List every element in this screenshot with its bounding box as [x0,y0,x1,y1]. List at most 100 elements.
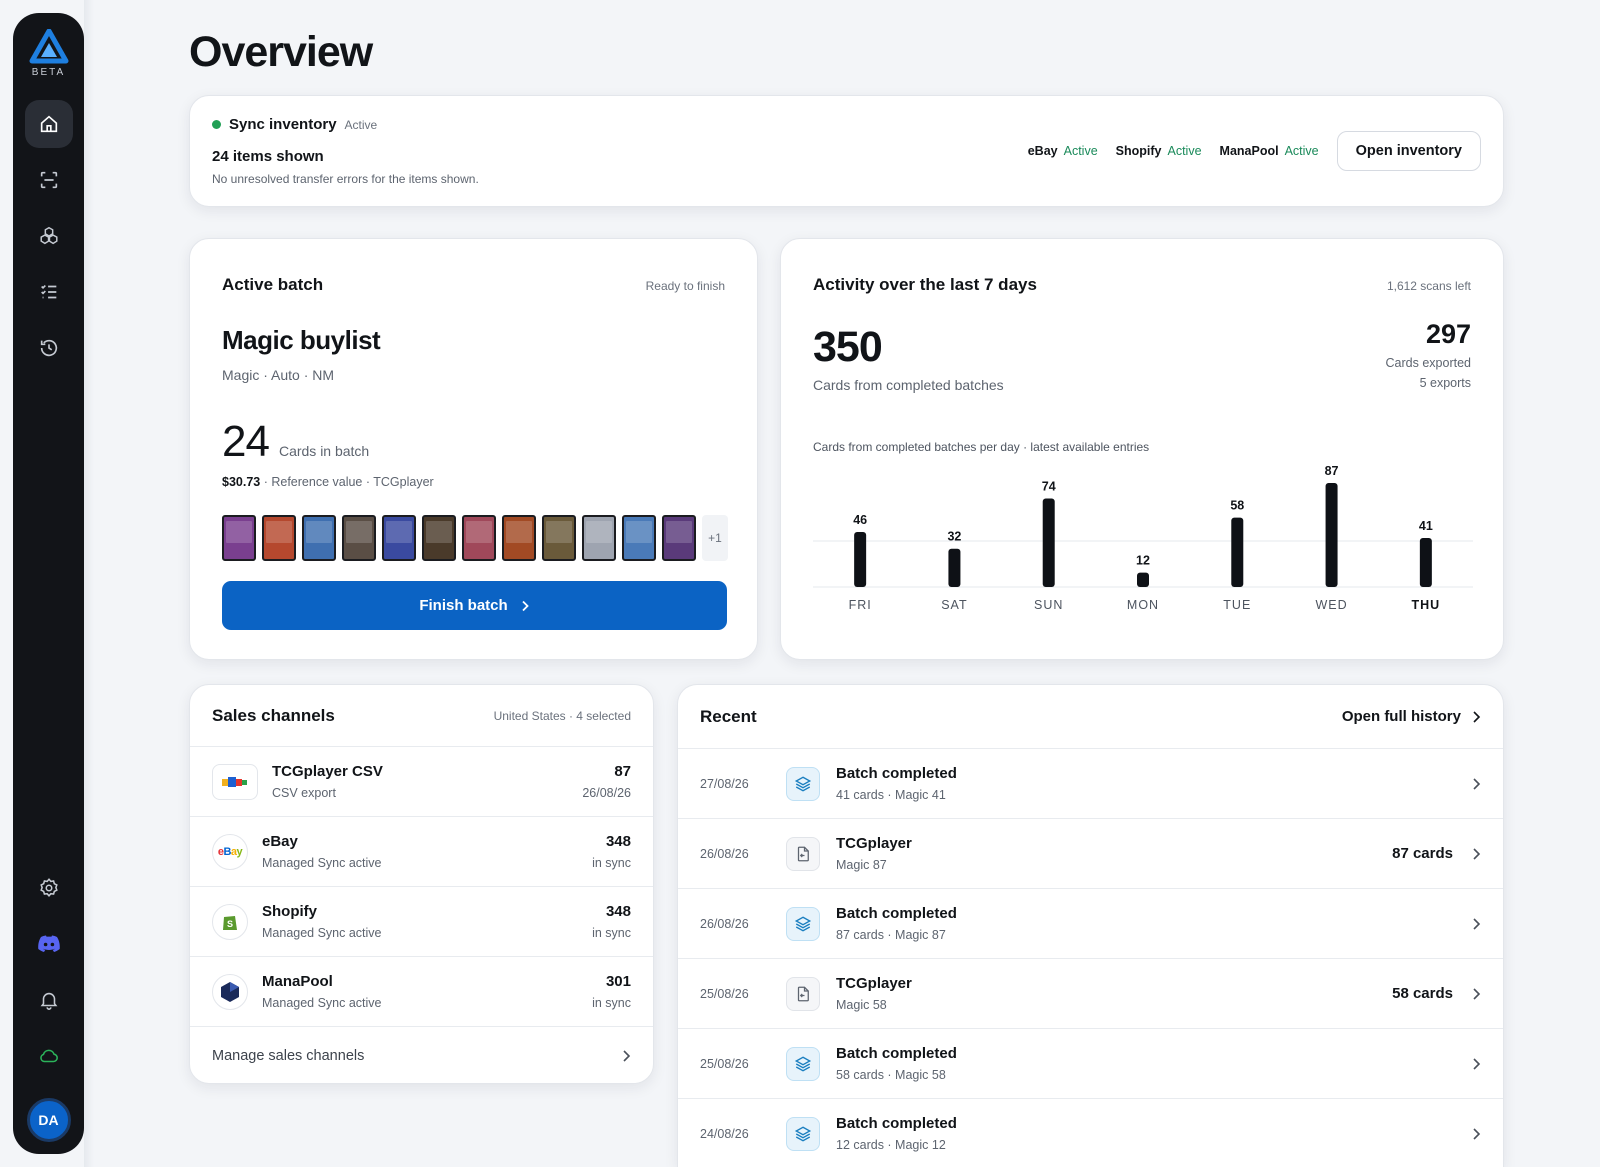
sync-item-count: 24 items shown [212,148,324,165]
card-thumbnail[interactable] [222,515,256,561]
finish-batch-button[interactable]: Finish batch [222,581,727,630]
x-tick-label: SAT [941,598,967,612]
bar-value-label: 87 [1325,465,1339,478]
recent-row[interactable]: 25/08/26 TCGplayer Magic 58 58 cards [678,959,1503,1029]
card-thumbnail[interactable] [302,515,336,561]
channel-name: TCGplayer CSV [272,763,383,780]
batch-status: Ready to finish [645,279,725,293]
nav-tasks[interactable] [25,268,73,316]
recent-title: Batch completed [836,1115,957,1132]
x-tick-label: THU [1412,598,1441,612]
nav-notifications[interactable] [25,976,73,1024]
recent-row[interactable]: 24/08/26 Batch completed 12 cards · Magic … [678,1099,1503,1167]
tcgplayer-logo-icon [212,763,258,800]
sales-channel-row[interactable]: S Shopify Managed Sync active 348 in sync [190,887,653,957]
sync-channel-shopify: Shopify Active [1116,144,1202,158]
recent-row[interactable]: 26/08/26 Batch completed 87 cards · Magic … [678,889,1503,959]
gear-icon [39,878,58,897]
recent-row[interactable]: 25/08/26 Batch completed 58 cards · Magic … [678,1029,1503,1099]
channel-meta: in sync [592,996,631,1010]
nav-home[interactable] [24,100,73,148]
card-thumbnail[interactable] [502,515,536,561]
recent-date: 24/08/26 [700,1126,749,1141]
recent-count: 87 cards [1392,845,1453,862]
channel-name: Shopify [262,903,317,920]
bar-tue[interactable] [1231,517,1244,587]
nav-settings[interactable] [25,864,73,912]
card-thumbnail[interactable] [662,515,696,561]
manage-sales-channels-link[interactable]: Manage sales channels [190,1027,653,1083]
sales-channel-row[interactable]: TCGplayer CSV CSV export 87 26/08/26 [190,747,653,817]
channel-name: ManaPool [1219,144,1279,158]
bar-mon[interactable] [1137,572,1149,587]
channel-subtitle: Managed Sync active [262,926,382,940]
cubes-icon [39,226,58,245]
open-full-history-link[interactable]: Open full history [1342,708,1481,725]
channel-count: 348 [605,903,631,920]
channel-status: Active [1063,144,1098,158]
bar-sat[interactable] [948,548,961,587]
layers-icon [786,766,820,801]
recent-row[interactable]: 26/08/26 TCGplayer Magic 87 87 cards [678,819,1503,889]
card-thumbnail[interactable] [422,515,456,561]
card-thumbnail[interactable] [542,515,576,561]
bar-thu[interactable] [1419,537,1432,587]
recent-subtitle: 12 cards · Magic 12 [836,1138,946,1152]
nav-cloud-sync[interactable] [25,1032,73,1080]
manage-sales-channels-label: Manage sales channels [212,1048,365,1064]
card-thumbnail[interactable] [462,515,496,561]
nav-scan[interactable] [25,156,73,204]
recent-row[interactable]: 27/08/26 Batch completed 41 cards · Magic … [678,749,1503,819]
bar-value-label: 46 [853,513,867,527]
bar-value-label: 58 [1230,499,1244,513]
x-tick-label: WED [1315,598,1347,612]
nav-collection[interactable] [25,212,73,260]
sales-channel-row[interactable]: eBay eBay Managed Sync active 348 in sync [190,817,653,887]
activity-total: 350 [813,323,883,371]
scan-icon [40,171,57,189]
svg-text:S: S [227,919,233,929]
bar-sun[interactable] [1042,498,1055,587]
recent-card: Recent Open full history 27/08/26 Batch c… [677,684,1504,1167]
x-tick-label: SUN [1034,598,1063,612]
x-tick-label: FRI [849,598,872,612]
channel-status: Active [1284,144,1319,158]
bar-value-label: 41 [1419,519,1433,533]
recent-title: Batch completed [836,905,957,922]
recent-date: 25/08/26 [700,1056,749,1071]
recent-title: TCGplayer [836,975,912,992]
app-logo[interactable]: BETA [29,29,69,78]
nav-history[interactable] [25,324,73,372]
home-icon [40,115,57,133]
exports-count: 5 exports [1419,376,1471,390]
activity-total-label: Cards from completed batches [813,377,1004,393]
layers-icon [786,906,820,941]
card-thumbnail[interactable] [342,515,376,561]
card-thumbnail[interactable] [262,515,296,561]
more-thumbnails-badge[interactable]: +1 [702,515,728,561]
nav-discord[interactable] [25,920,73,968]
card-thumbnail[interactable] [382,515,416,561]
beta-badge: BETA [31,67,66,78]
active-batch-heading: Active batch [222,275,324,294]
sales-channel-row[interactable]: ManaPool Managed Sync active 301 in sync [190,957,653,1027]
recent-date: 27/08/26 [700,776,749,791]
batch-value-amount: $30.73 [222,475,261,489]
sync-note: No unresolved transfer errors for the it… [212,172,479,186]
card-thumbnail[interactable] [582,515,616,561]
open-inventory-button[interactable]: Open inventory [1336,131,1481,171]
bar-fri[interactable] [854,532,867,587]
card-thumbnail[interactable] [622,515,656,561]
sync-channel-manapool: ManaPool Active [1220,144,1319,158]
bar-value-label: 12 [1136,554,1150,568]
history-icon [40,339,57,357]
channel-count: 87 [614,763,631,780]
bar-wed[interactable] [1325,483,1338,587]
recent-title: TCGplayer [836,835,912,852]
active-batch-card: Active batch Ready to finish Magic buyli… [189,238,758,660]
chevron-right-icon [522,600,529,611]
recent-title: Batch completed [836,765,957,782]
open-full-history-label: Open full history [1341,708,1461,725]
avatar[interactable]: DA [26,1098,71,1142]
channel-count: 348 [605,833,631,850]
